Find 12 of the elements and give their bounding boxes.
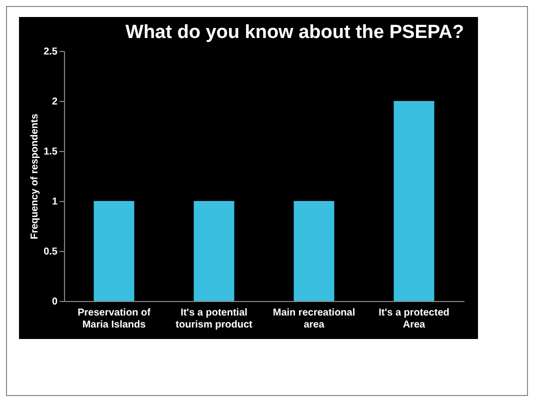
y-tick-label: 0 xyxy=(52,296,58,308)
x-tick-label: Preservation of Maria Islands xyxy=(78,308,152,330)
chart-title: What do you know about the PSEPA? xyxy=(126,22,464,43)
y-tick-label: 2.5 xyxy=(44,46,58,58)
y-tick-label: 1 xyxy=(52,196,58,208)
y-tick-label: 1.5 xyxy=(44,146,58,158)
x-tick-label: It's a protected Area xyxy=(378,308,450,330)
y-tick-label: 2 xyxy=(52,96,58,108)
x-tick-label: Main recreational area xyxy=(272,308,356,330)
y-tick-label: 0.5 xyxy=(44,246,58,258)
y-axis-title: Frequency of respondents xyxy=(30,113,41,240)
x-tick-label: It's a potential tourism product xyxy=(176,308,253,330)
